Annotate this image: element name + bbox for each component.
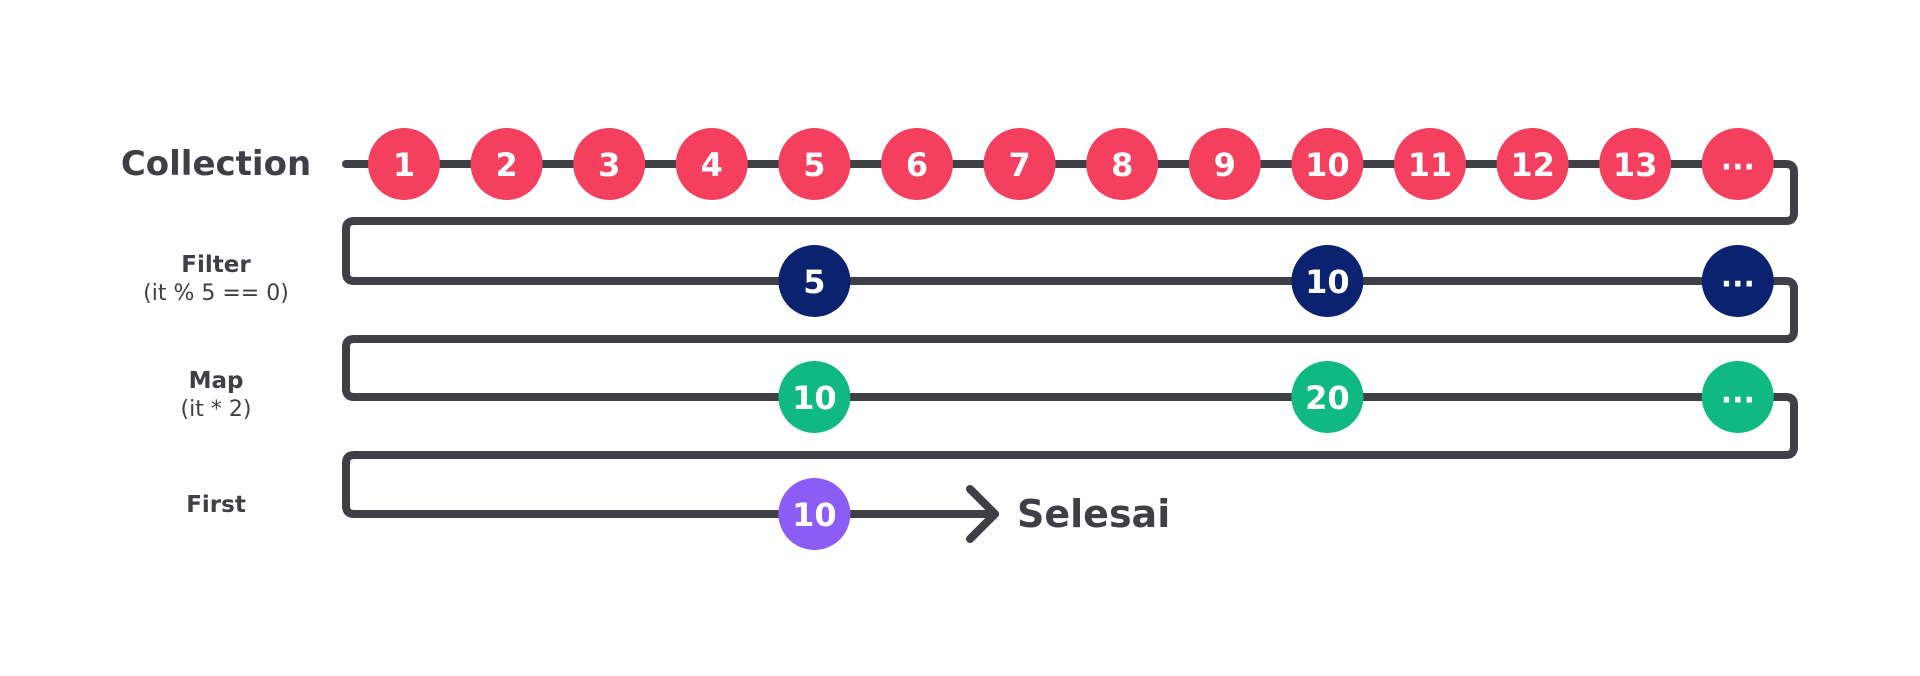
collection-node-label: 2	[495, 146, 517, 184]
map-node: ...	[1701, 361, 1774, 433]
row-label-collection: Collection	[121, 144, 311, 184]
collection-node: 5	[778, 128, 851, 200]
collection-node: 3	[573, 128, 646, 200]
nodes: 1 2 3 4 5 6 7 8 9 10 11 12 13 ...5 10 ...10 20 ...10	[368, 128, 1774, 550]
filter-node-label: 10	[1305, 263, 1350, 301]
collection-node-circle	[573, 128, 646, 200]
map-node-label: 20	[1305, 379, 1350, 417]
collection-node-circle	[368, 128, 440, 200]
row-label-filter: Filter	[181, 252, 251, 278]
flow-line	[342, 160, 1798, 518]
collection-node-label: 13	[1613, 146, 1658, 184]
collection-node-label: 12	[1510, 146, 1555, 184]
collection-node: 1	[368, 128, 440, 200]
collection-node-circle	[983, 128, 1056, 200]
map-node-circle	[1701, 361, 1774, 433]
map-node-label: ...	[1721, 376, 1755, 411]
map-node-circle	[1291, 361, 1364, 433]
collection-node: 6	[881, 128, 953, 200]
row-label-first: First	[186, 492, 246, 518]
collection-node-label: 5	[803, 146, 825, 184]
collection-node: 11	[1394, 128, 1466, 200]
collection-node-label: 7	[1008, 146, 1030, 184]
collection-node: 2	[470, 128, 543, 200]
collection-node: 8	[1086, 128, 1159, 200]
row-labels: Collection Filter (it % 5 == 0) Map (it …	[121, 144, 311, 518]
collection-node-circle	[1394, 128, 1466, 200]
collection-node-label: 9	[1214, 146, 1236, 184]
map-nodes: 10 20...	[778, 361, 1774, 433]
map-node-label: 10	[792, 379, 837, 417]
collection-node-label: 6	[906, 146, 928, 184]
collection-node: 4	[675, 128, 748, 200]
collection-node: 9	[1188, 128, 1261, 200]
collection-node-label: 4	[701, 146, 723, 184]
collection-node-label: 10	[1305, 146, 1350, 184]
row-sublabel-filter: (it % 5 == 0)	[143, 281, 289, 306]
end-label: Selesai	[1017, 492, 1170, 536]
filter-node: 10	[1291, 245, 1364, 317]
row-label-map: Map	[189, 368, 244, 394]
filter-node-label: ...	[1721, 260, 1755, 295]
collection-node-label: ...	[1721, 143, 1755, 178]
collection-node-label: 3	[598, 146, 620, 184]
filter-nodes: 5 10...	[778, 245, 1774, 317]
map-node: 10	[778, 361, 851, 433]
collection-node-label: 1	[393, 146, 415, 184]
collection-node-circle	[1599, 128, 1672, 200]
collection-node-label: 8	[1111, 146, 1133, 184]
first-node-label: 10	[792, 496, 837, 534]
filter-node: ...	[1701, 245, 1774, 317]
first-node: 10	[778, 478, 851, 550]
collection-node-circle	[1496, 128, 1569, 200]
collection-node-circle	[675, 128, 748, 200]
map-node-circle	[778, 361, 851, 433]
collection-node-circle	[778, 128, 851, 200]
filter-node-circle	[1291, 245, 1364, 317]
first-nodes: 10	[778, 478, 851, 550]
collection-node: 13	[1599, 128, 1672, 200]
filter-node-circle	[778, 245, 851, 317]
filter-node-label: 5	[803, 263, 825, 301]
collection-node: ...	[1701, 128, 1774, 200]
collection-node-circle	[1188, 128, 1261, 200]
collection-node-circle	[881, 128, 953, 200]
row-sublabel-map: (it * 2)	[181, 397, 252, 422]
filter-node-circle	[1701, 245, 1774, 317]
filter-node: 5	[778, 245, 851, 317]
first-node-circle	[778, 478, 851, 550]
end-arrowhead	[966, 485, 999, 543]
collection-node-label: 11	[1408, 146, 1453, 184]
collection-node-circle	[1701, 128, 1774, 200]
collection-node-circle	[1291, 128, 1364, 200]
collection-node-circle	[470, 128, 543, 200]
map-node: 20	[1291, 361, 1364, 433]
collection-node: 10	[1291, 128, 1364, 200]
collection-node-circle	[1086, 128, 1159, 200]
collection-nodes: 1 2 3 4 5 6 7 8 9 10 11 12 13...	[368, 128, 1774, 200]
collection-node: 12	[1496, 128, 1569, 200]
collection-node: 7	[983, 128, 1056, 200]
